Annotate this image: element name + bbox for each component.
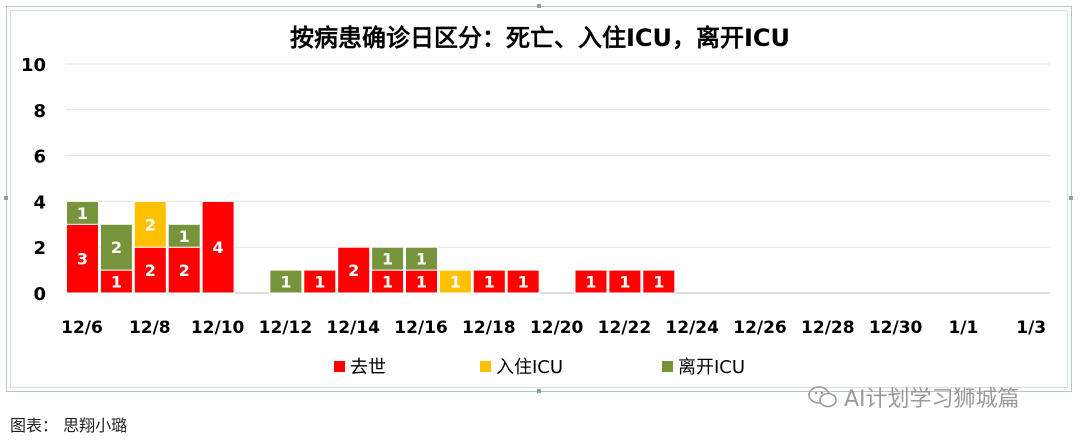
x-tick-label: 12/10 (191, 318, 245, 338)
legend-label: 去世 (350, 357, 386, 378)
x-tick-label: 12/20 (530, 318, 584, 338)
x-tick-label: 12/24 (665, 318, 719, 338)
bar-segment (99, 223, 133, 271)
bar-segment (201, 200, 235, 294)
figure-caption: 图表： 思翔小璐 (10, 416, 128, 435)
data-label: 1 (382, 273, 393, 292)
bar-segment (66, 200, 99, 225)
data-label: 2 (145, 215, 156, 234)
bar-segment (133, 200, 167, 248)
bar-segment (405, 246, 438, 271)
bar-segment (438, 269, 472, 294)
data-label: 1 (382, 250, 393, 269)
bars (66, 200, 676, 294)
data-label: 1 (619, 273, 630, 292)
chart-frame-inner (10, 10, 1068, 388)
watermark-text: AI计划学习狮城篇 (844, 387, 1020, 412)
x-tick-label: 12/28 (801, 318, 855, 338)
legend-label: 离开ICU (678, 357, 745, 378)
data-label: 1 (585, 273, 596, 292)
legend-swatch (662, 361, 673, 372)
data-label: 1 (416, 273, 427, 292)
bar-segment (371, 246, 405, 271)
data-label: 1 (77, 204, 88, 223)
data-label: 3 (77, 250, 88, 269)
bar-segment (269, 269, 303, 294)
data-label: 1 (653, 273, 664, 292)
axes: 0 2 4 6 8 10 12/6 12/8 12/10 12/12 12/14 12/16 12/18… (21, 55, 1046, 338)
legend-swatch (334, 361, 345, 372)
x-tick-label: 12/14 (326, 318, 380, 338)
data-labels: 3 1 1 2 2 2 2 1 4 1 1 2 1 1 1 1 1 1 1 1 1 1 (77, 204, 664, 292)
data-label: 1 (450, 273, 461, 292)
bar-segment (642, 269, 676, 294)
data-label: 1 (179, 227, 190, 246)
frame-handle-left[interactable] (4, 196, 8, 200)
legend: 去世 入住ICU 离开ICU (334, 357, 745, 378)
bar-segment (608, 269, 642, 294)
data-label: 1 (111, 273, 122, 292)
bar-segment (472, 269, 506, 294)
watermark: AI计划学习狮城篇 (808, 382, 1020, 412)
data-label: 1 (314, 273, 325, 292)
bar-segment (506, 269, 540, 294)
frame-handle-bottom[interactable] (537, 389, 541, 393)
data-label: 1 (416, 250, 427, 269)
data-label: 1 (484, 273, 495, 292)
bar-segment (133, 246, 167, 294)
legend-swatch (480, 361, 491, 372)
y-tick-label: 2 (33, 238, 46, 259)
data-label: 2 (179, 261, 190, 280)
x-tick-label: 1/3 (1016, 318, 1046, 338)
x-tick-label: 1/1 (948, 318, 978, 338)
y-tick-label: 0 (33, 284, 46, 305)
x-tick-label: 12/16 (394, 318, 448, 338)
x-tick-label: 12/18 (462, 318, 516, 338)
x-tick-label: 12/22 (598, 318, 652, 338)
data-label: 1 (518, 273, 529, 292)
stacked-bar-chart: 按病患确诊日区分：死亡、入住ICU，离开ICU 3 1 1 2 2 2 2 1 4 1 1 2 1 1 1 1… (21, 24, 1050, 378)
wechat-icon (808, 386, 837, 408)
y-tick-label: 6 (33, 147, 46, 168)
frame-handle-top[interactable] (537, 4, 541, 8)
data-label: 4 (213, 238, 224, 257)
x-tick-label: 12/12 (259, 318, 313, 338)
bar-segment (167, 223, 201, 248)
data-label: 2 (348, 261, 359, 280)
data-label: 2 (111, 238, 122, 257)
chart-title: 按病患确诊日区分：死亡、入住ICU，离开ICU (290, 24, 790, 52)
x-tick-label: 12/26 (733, 318, 787, 338)
x-tick-label: 12/30 (869, 318, 923, 338)
y-tick-label: 4 (33, 192, 46, 213)
bar-segment (167, 246, 201, 294)
bar-segment (337, 246, 371, 294)
bar-segment (574, 269, 608, 294)
legend-label: 入住ICU (496, 357, 563, 378)
data-label: 2 (145, 261, 156, 280)
data-label: 1 (280, 273, 291, 292)
frame-handle-right[interactable] (1069, 196, 1073, 200)
bar-segment (303, 269, 337, 294)
y-tick-label: 8 (33, 101, 46, 122)
y-tick-label: 10 (21, 55, 46, 76)
x-tick-label: 12/8 (129, 318, 171, 338)
x-tick-label: 12/6 (61, 318, 103, 338)
